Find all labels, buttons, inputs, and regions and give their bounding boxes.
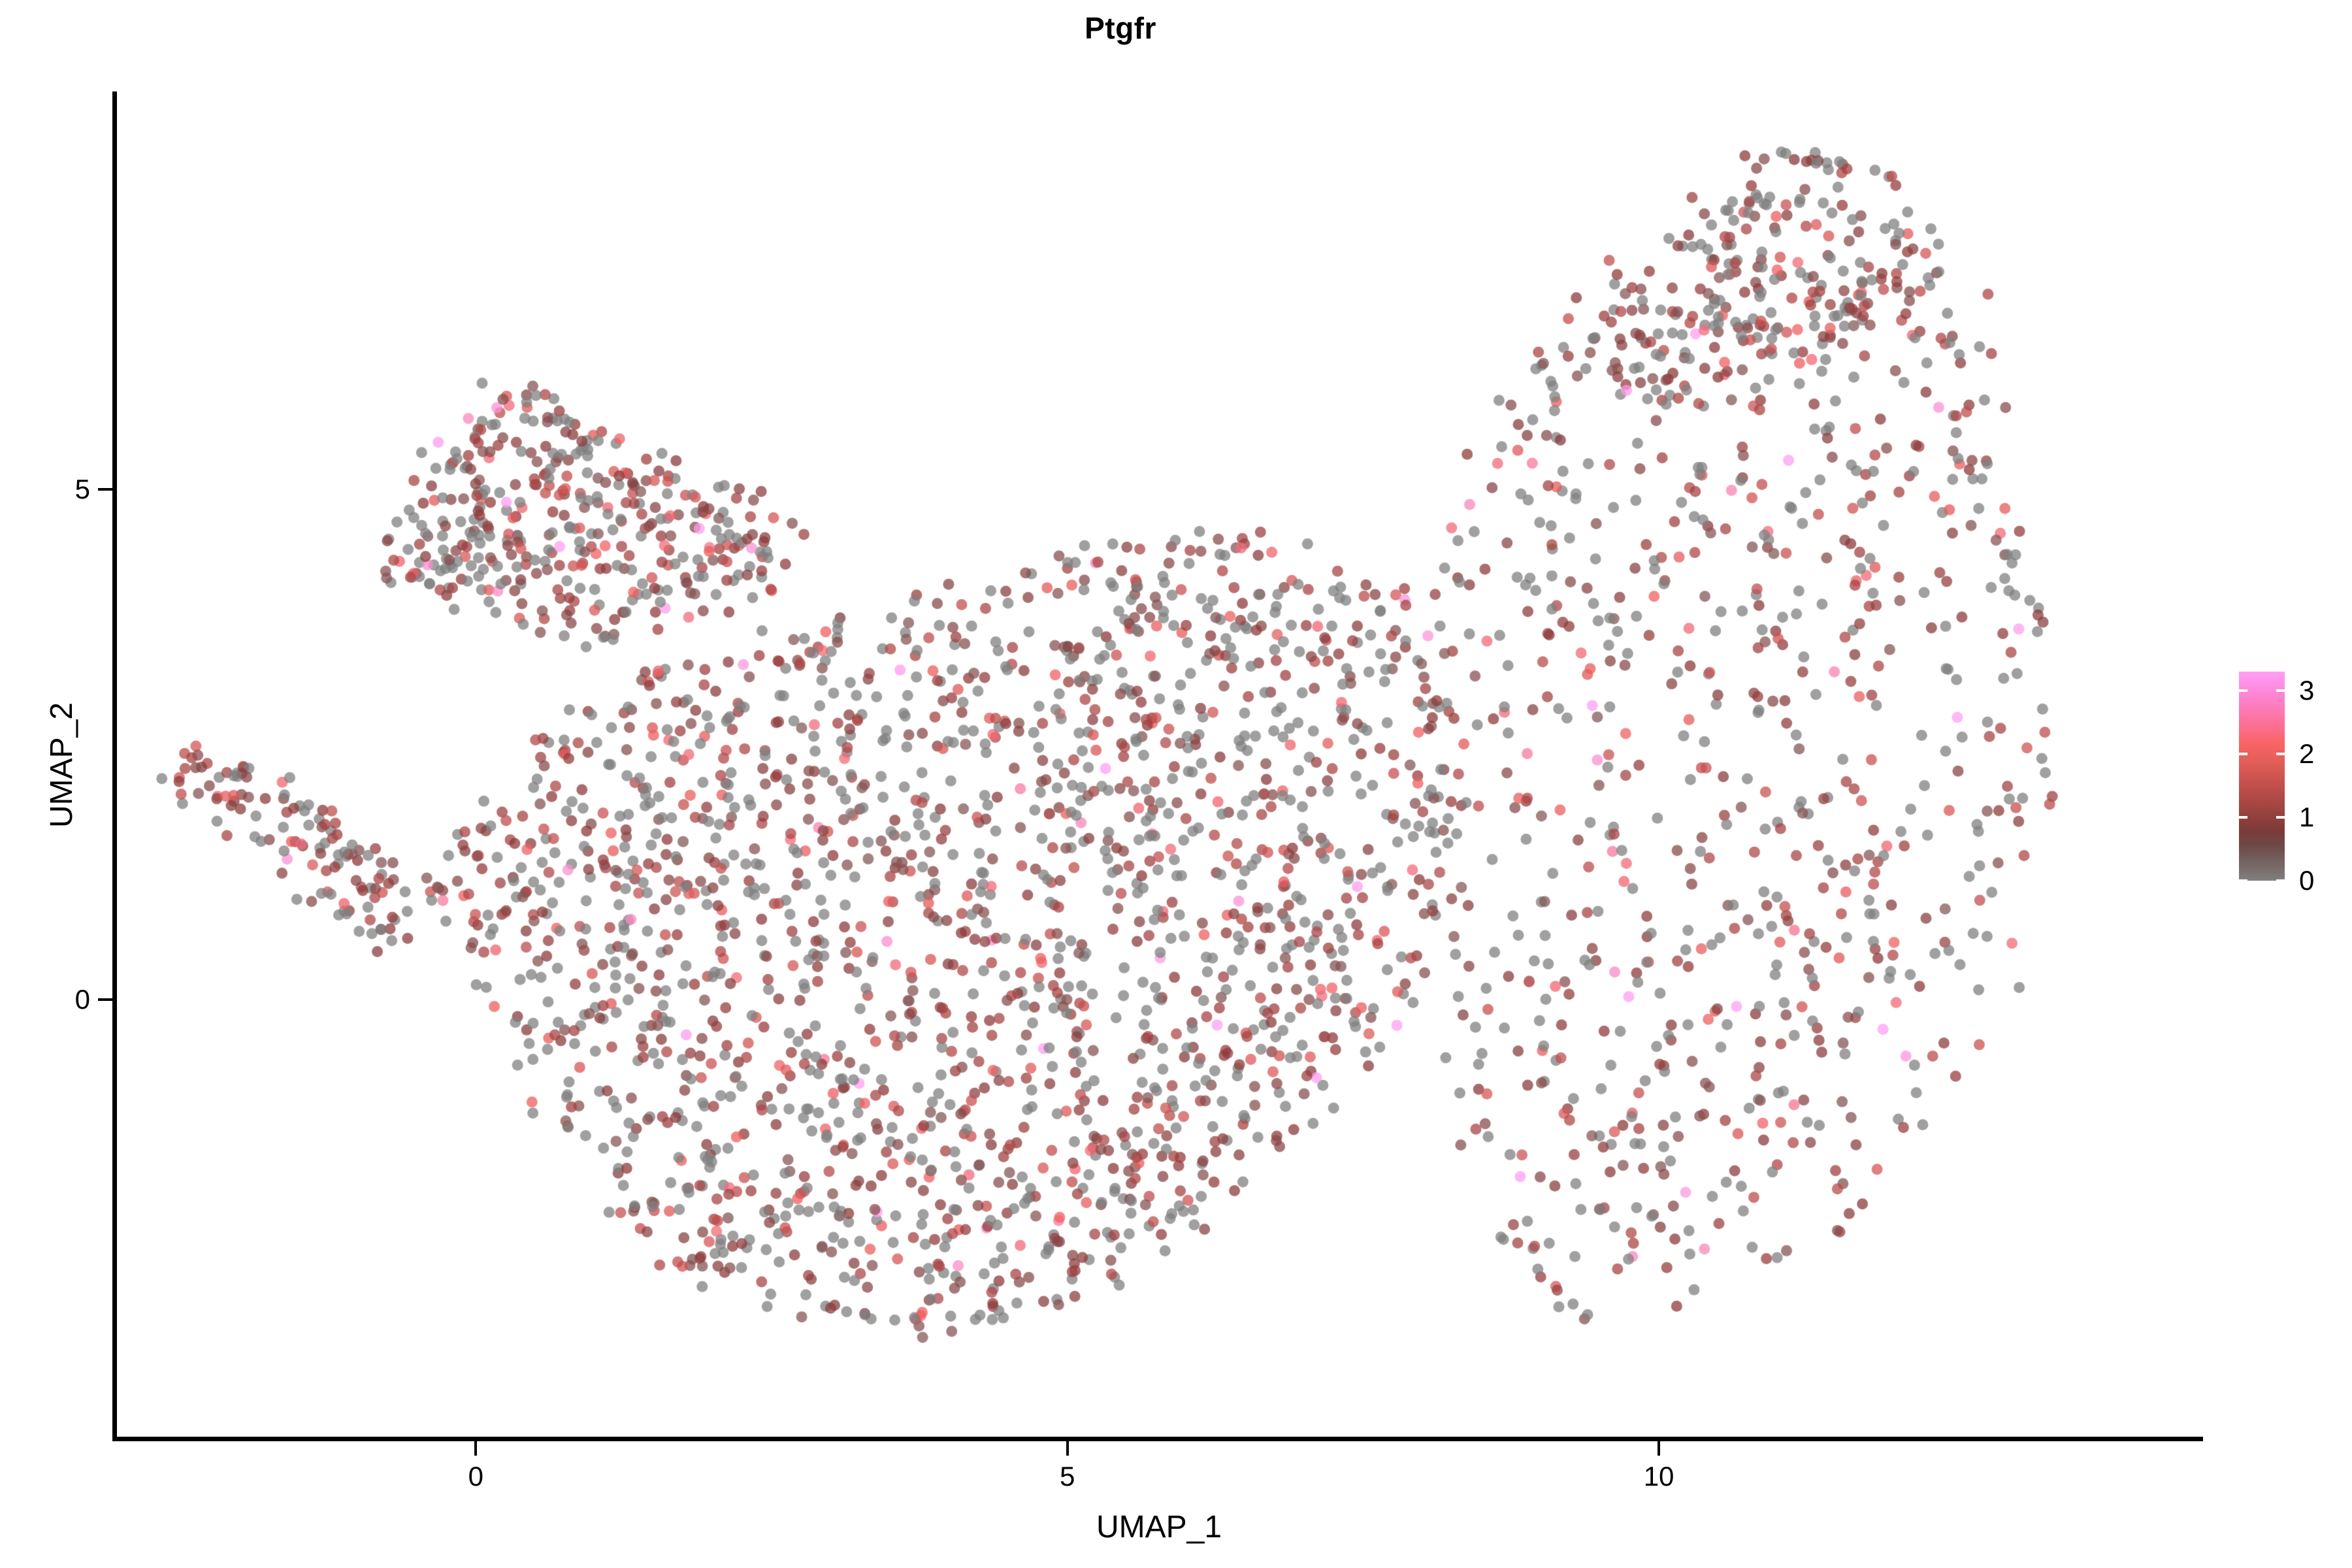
legend-tick-mark: [2239, 879, 2247, 882]
y-tick-mark: [98, 488, 112, 491]
x-tick-label: 5: [1059, 1461, 1075, 1492]
legend-tick-label: 0: [2299, 865, 2315, 896]
legend-tick-mark: [2276, 816, 2285, 819]
y-tick-label: 0: [74, 984, 90, 1015]
page-title: Ptgfr: [1085, 11, 1156, 45]
x-tick-mark: [1658, 1441, 1661, 1456]
legend-tick-label: 2: [2299, 738, 2315, 770]
colorbar-gradient: [2239, 672, 2285, 881]
x-tick-mark: [1066, 1441, 1069, 1456]
legend-tick-label: 1: [2299, 802, 2315, 833]
legend-tick-mark: [2276, 879, 2285, 882]
legend-colorbar[interactable]: 3 2 1 0: [2239, 672, 2337, 896]
legend-tick-mark: [2276, 753, 2285, 756]
y-axis-title: UMAP_2: [44, 702, 79, 828]
y-axis-line: [112, 91, 117, 1441]
x-tick-mark: [474, 1441, 478, 1456]
plot-panel[interactable]: [115, 91, 2203, 1439]
y-tick-mark: [98, 998, 112, 1002]
legend-tick-mark: [2276, 689, 2285, 693]
scatter-canvas[interactable]: [115, 91, 2203, 1439]
x-tick-label: 0: [468, 1461, 483, 1492]
x-tick-label: 10: [1643, 1461, 1674, 1492]
legend-tick-mark: [2239, 689, 2247, 693]
x-axis-title: UMAP_1: [1096, 1510, 1222, 1544]
legend-tick-mark: [2239, 753, 2247, 756]
legend-tick-mark: [2239, 816, 2247, 819]
y-tick-label: 5: [74, 474, 90, 505]
x-axis-line: [112, 1437, 2203, 1441]
legend-tick-label: 3: [2299, 675, 2315, 706]
